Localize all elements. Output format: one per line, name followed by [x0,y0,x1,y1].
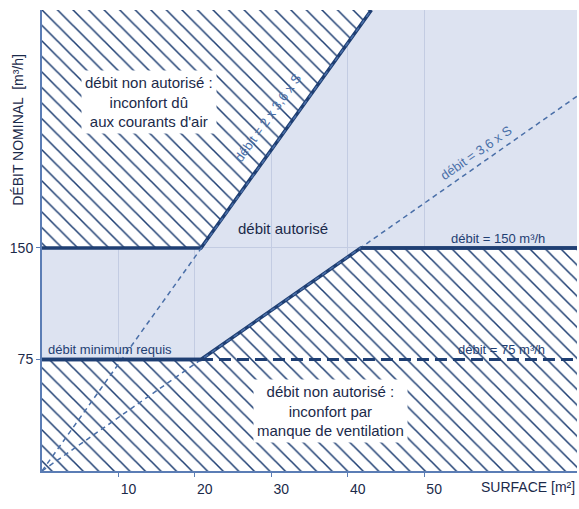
svg-text:débit = 3,6 x S: débit = 3,6 x S [438,123,515,183]
svg-text:débit minimum requis: débit minimum requis [48,342,172,357]
svg-text:débit = 2 x 3,6 x S: débit = 2 x 3,6 x S [231,71,304,165]
svg-text:150: 150 [10,240,34,256]
svg-text:75: 75 [18,351,34,367]
svg-text:débit non autorisé :inconfort: débit non autorisé :inconfort parmanque … [257,383,404,439]
svg-text:débit autorisé: débit autorisé [238,220,328,237]
svg-text:50: 50 [426,481,442,497]
svg-text:30: 30 [274,481,290,497]
svg-text:débit = 150 m³/h: débit = 150 m³/h [451,231,545,246]
svg-text:10: 10 [121,481,137,497]
svg-text:débit non autorisé :inconfort: débit non autorisé :inconfort dûaux cour… [85,74,213,130]
svg-text:SURFACE [m²]: SURFACE [m²] [481,479,575,495]
svg-text:20: 20 [197,481,213,497]
svg-text:débit = 75 m³/h: débit = 75 m³/h [458,342,545,357]
svg-text:DÉBIT NOMINAL [m³/h]: DÉBIT NOMINAL [m³/h] [10,54,26,206]
svg-text:40: 40 [350,481,366,497]
